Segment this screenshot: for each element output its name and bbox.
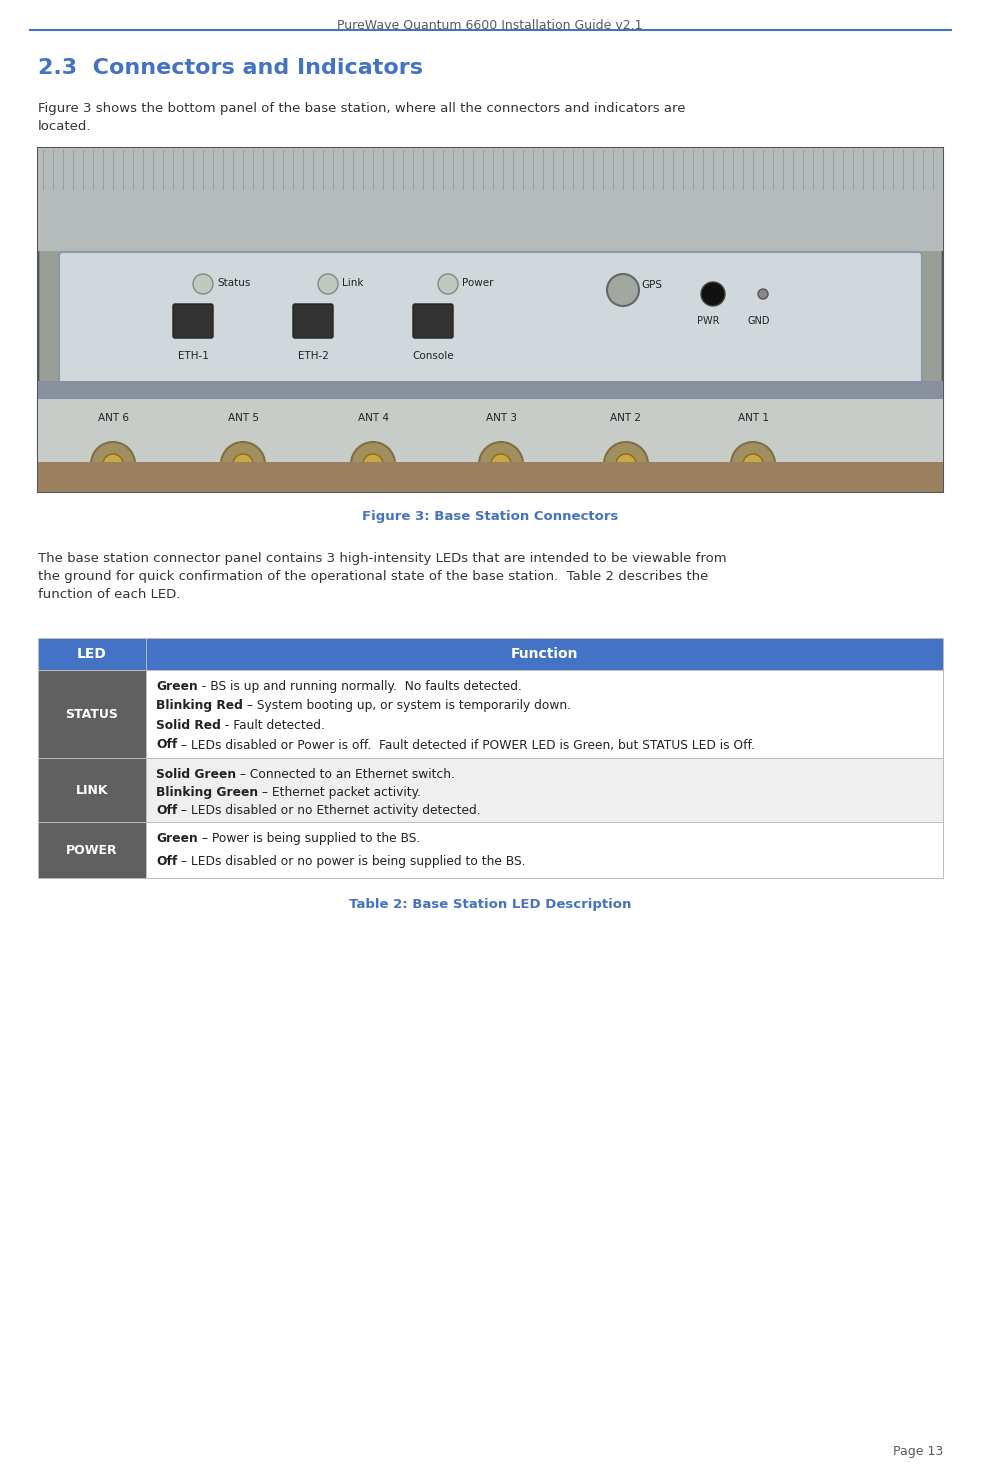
Circle shape xyxy=(701,283,725,306)
Circle shape xyxy=(491,454,511,474)
Text: Power: Power xyxy=(462,278,493,288)
Circle shape xyxy=(479,442,523,486)
Text: ANT 4: ANT 4 xyxy=(357,413,388,423)
Bar xyxy=(38,400,943,463)
FancyBboxPatch shape xyxy=(413,305,453,338)
Text: – LEDs disabled or Power is off.  Fault detected if POWER LED is Green, but STAT: – LEDs disabled or Power is off. Fault d… xyxy=(178,738,755,751)
Text: – Connected to an Ethernet switch.: – Connected to an Ethernet switch. xyxy=(236,769,455,780)
Circle shape xyxy=(731,442,775,486)
Text: STATUS: STATUS xyxy=(66,707,119,720)
Text: GPS: GPS xyxy=(641,280,662,290)
Circle shape xyxy=(351,442,395,486)
Text: function of each LED.: function of each LED. xyxy=(38,589,181,602)
Bar xyxy=(38,821,146,878)
Text: - Fault detected.: - Fault detected. xyxy=(221,719,325,732)
Text: – LEDs disabled or no power is being supplied to the BS.: – LEDs disabled or no power is being sup… xyxy=(178,855,526,868)
Text: ETH-1: ETH-1 xyxy=(178,351,208,362)
Text: Green: Green xyxy=(156,679,198,692)
Text: Page 13: Page 13 xyxy=(893,1445,943,1458)
Circle shape xyxy=(318,274,338,294)
Text: ANT 2: ANT 2 xyxy=(610,413,642,423)
Bar xyxy=(146,821,943,878)
Text: Solid Green: Solid Green xyxy=(156,769,236,780)
Text: – System booting up, or system is temporarily down.: – System booting up, or system is tempor… xyxy=(243,700,571,713)
Bar xyxy=(38,671,146,758)
Circle shape xyxy=(758,288,768,299)
Circle shape xyxy=(103,454,123,474)
Text: Solid Red: Solid Red xyxy=(156,719,221,732)
Text: ANT 3: ANT 3 xyxy=(486,413,517,423)
Bar xyxy=(40,149,941,490)
Circle shape xyxy=(607,274,639,306)
Bar xyxy=(38,463,943,492)
Text: GND: GND xyxy=(748,316,770,326)
Bar xyxy=(38,381,943,400)
Text: LINK: LINK xyxy=(76,783,108,796)
Text: Console: Console xyxy=(412,351,454,362)
Circle shape xyxy=(193,274,213,294)
Bar xyxy=(38,148,943,492)
Circle shape xyxy=(221,442,265,486)
Bar xyxy=(38,638,943,671)
Text: the ground for quick confirmation of the operational state of the base station. : the ground for quick confirmation of the… xyxy=(38,569,708,583)
Circle shape xyxy=(91,442,135,486)
Text: ANT 6: ANT 6 xyxy=(97,413,129,423)
Circle shape xyxy=(363,454,383,474)
Circle shape xyxy=(438,274,458,294)
Text: Blinking Red: Blinking Red xyxy=(156,700,243,713)
Bar xyxy=(38,758,146,821)
Text: Function: Function xyxy=(511,647,578,662)
Circle shape xyxy=(604,442,648,486)
Text: Off: Off xyxy=(156,855,178,868)
Text: - BS is up and running normally.  No faults detected.: - BS is up and running normally. No faul… xyxy=(198,679,522,692)
Text: The base station connector panel contains 3 high-intensity LEDs that are intende: The base station connector panel contain… xyxy=(38,552,727,565)
Text: PWR: PWR xyxy=(697,316,719,326)
Text: Status: Status xyxy=(217,278,250,288)
Text: – Power is being supplied to the BS.: – Power is being supplied to the BS. xyxy=(198,832,420,845)
Circle shape xyxy=(743,454,763,474)
Bar xyxy=(146,758,943,821)
FancyBboxPatch shape xyxy=(59,252,922,400)
Text: LED: LED xyxy=(77,647,107,662)
Text: Blinking Green: Blinking Green xyxy=(156,786,258,799)
Text: PureWave Quantum 6600 Installation Guide v2.1: PureWave Quantum 6600 Installation Guide… xyxy=(337,18,643,31)
Circle shape xyxy=(233,454,253,474)
FancyBboxPatch shape xyxy=(173,305,213,338)
Text: Green: Green xyxy=(156,832,198,845)
Bar xyxy=(146,671,943,758)
Text: 2.3  Connectors and Indicators: 2.3 Connectors and Indicators xyxy=(38,59,423,78)
Text: Off: Off xyxy=(156,738,178,751)
Text: Off: Off xyxy=(156,804,178,817)
Text: located.: located. xyxy=(38,120,91,133)
Text: – LEDs disabled or no Ethernet activity detected.: – LEDs disabled or no Ethernet activity … xyxy=(178,804,481,817)
Text: Table 2: Base Station LED Description: Table 2: Base Station LED Description xyxy=(349,897,631,911)
FancyBboxPatch shape xyxy=(293,305,333,338)
Text: ETH-2: ETH-2 xyxy=(297,351,329,362)
Text: POWER: POWER xyxy=(66,843,118,856)
Text: Figure 3 shows the bottom panel of the base station, where all the connectors an: Figure 3 shows the bottom panel of the b… xyxy=(38,102,686,116)
Bar xyxy=(38,148,943,250)
Circle shape xyxy=(616,454,636,474)
Text: ANT 1: ANT 1 xyxy=(738,413,768,423)
Text: – Ethernet packet activity.: – Ethernet packet activity. xyxy=(258,786,421,799)
Text: Figure 3: Base Station Connectors: Figure 3: Base Station Connectors xyxy=(362,509,618,523)
Text: Link: Link xyxy=(342,278,364,288)
Text: ANT 5: ANT 5 xyxy=(228,413,259,423)
